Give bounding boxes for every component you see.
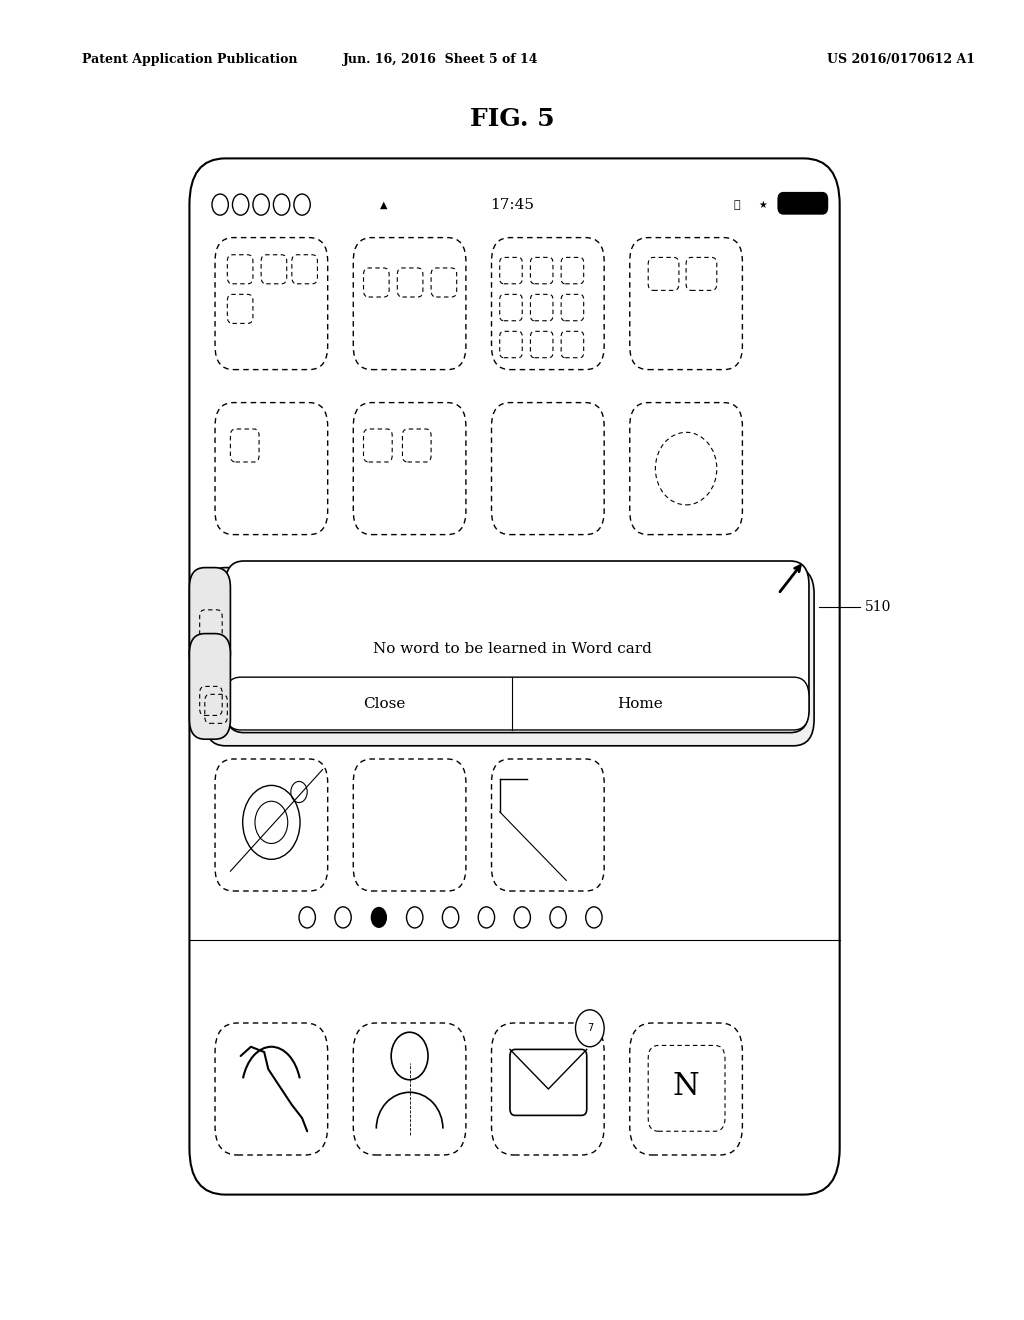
FancyBboxPatch shape: [778, 193, 827, 214]
Text: 17:45: 17:45: [490, 198, 534, 211]
Text: Home: Home: [617, 697, 663, 710]
Text: ▲: ▲: [380, 199, 388, 210]
Text: Close: Close: [362, 697, 406, 710]
Text: Jun. 16, 2016  Sheet 5 of 14: Jun. 16, 2016 Sheet 5 of 14: [343, 53, 538, 66]
Text: Patent Application Publication: Patent Application Publication: [82, 53, 297, 66]
Text: US 2016/0170612 A1: US 2016/0170612 A1: [827, 53, 975, 66]
Text: ★: ★: [759, 199, 767, 210]
Text: ⏰: ⏰: [734, 199, 740, 210]
Text: FIG. 5: FIG. 5: [470, 107, 554, 131]
Circle shape: [371, 907, 387, 928]
Text: 510: 510: [865, 601, 892, 614]
FancyBboxPatch shape: [225, 561, 809, 733]
Text: 7: 7: [587, 1023, 593, 1034]
FancyBboxPatch shape: [189, 634, 230, 739]
Text: N: N: [673, 1071, 699, 1102]
FancyBboxPatch shape: [189, 568, 230, 673]
FancyBboxPatch shape: [205, 568, 814, 746]
FancyBboxPatch shape: [225, 677, 809, 730]
Circle shape: [575, 1010, 604, 1047]
Text: No word to be learned in Word card: No word to be learned in Word card: [373, 643, 651, 656]
